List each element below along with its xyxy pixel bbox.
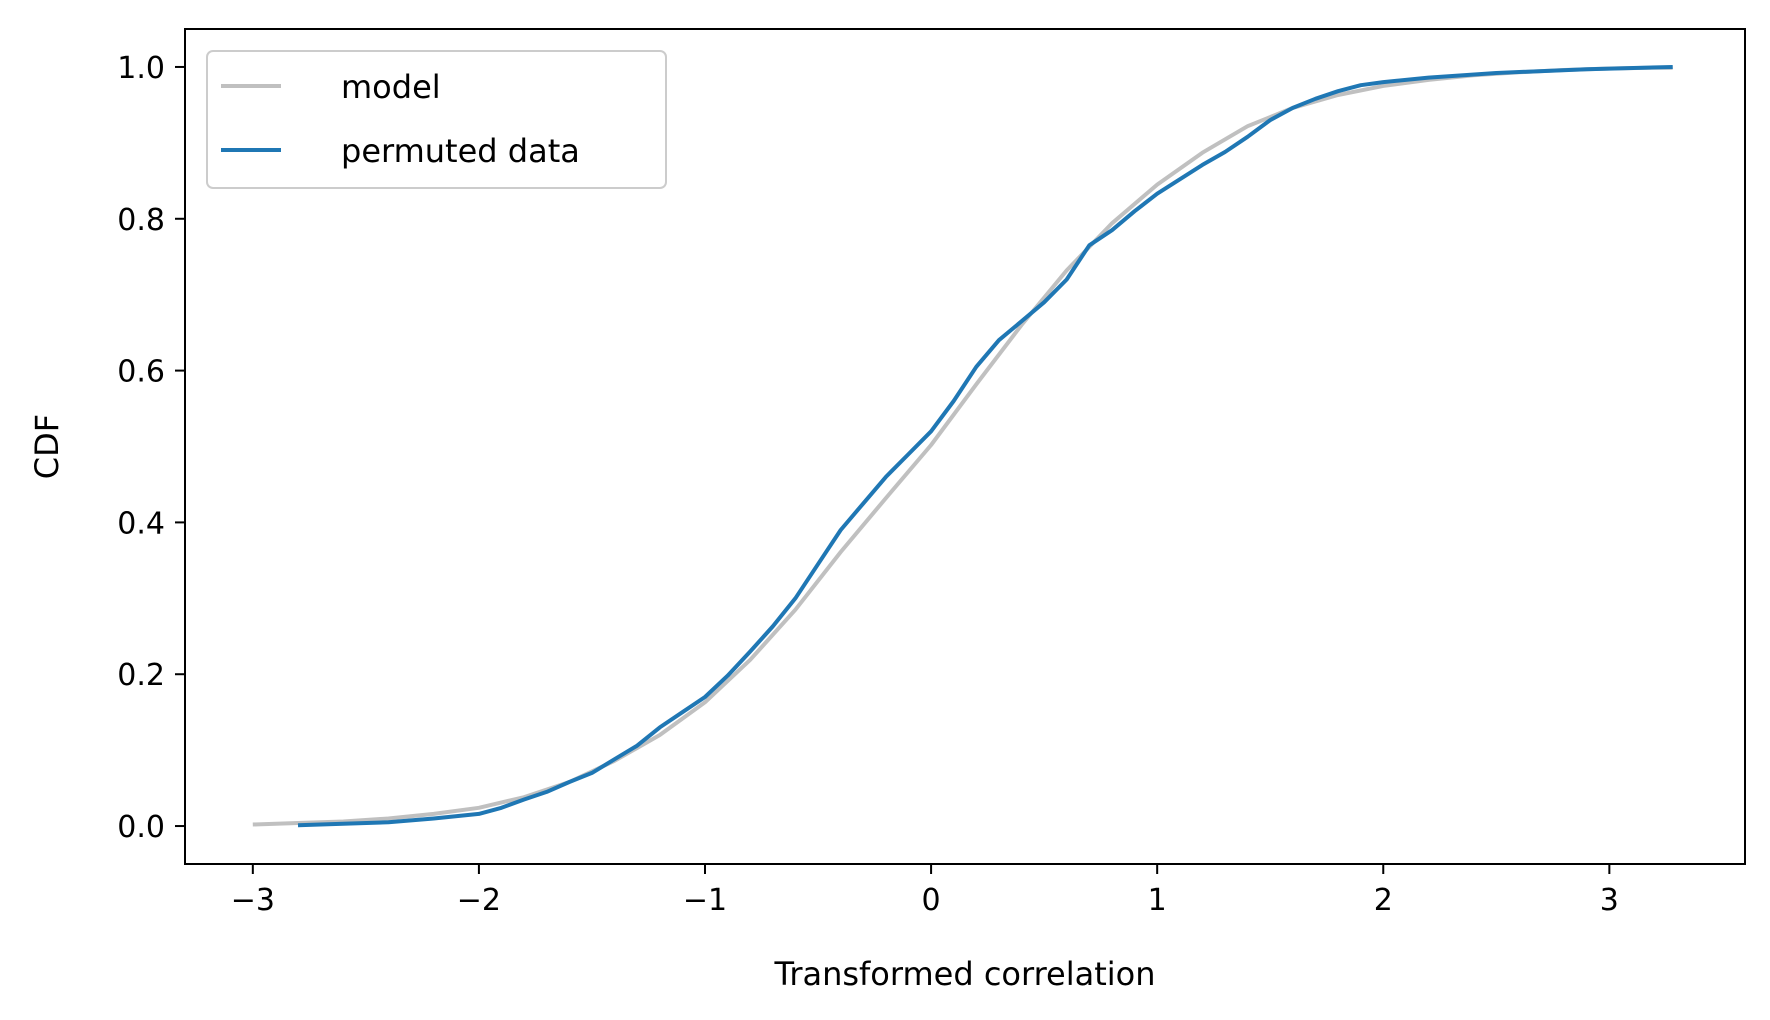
x-tick-label: −1 (683, 883, 727, 918)
y-tick-label: 0.2 (117, 658, 165, 693)
series-layer (252, 65, 1673, 828)
legend-label: permuted data (341, 132, 580, 170)
y-tick-label: 1.0 (117, 51, 165, 86)
x-tick-label: 1 (1148, 883, 1167, 918)
plot-frame (184, 28, 1746, 865)
x-tick-label: 3 (1600, 883, 1619, 918)
x-axis-title: Transformed correlation (773, 955, 1155, 993)
legend-label: model (341, 68, 441, 106)
x-tick-label: 0 (922, 883, 941, 918)
y-tick-label: 0.6 (117, 355, 165, 390)
x-tick-label: 2 (1374, 883, 1393, 918)
legend: model permuted data (206, 50, 667, 189)
y-tick-label: 0.0 (117, 810, 165, 845)
y-axis-title: CDF (28, 414, 66, 479)
y-tick-label: 0.8 (117, 203, 165, 238)
x-tick-label: −3 (231, 883, 275, 918)
series-line-permuted-data (297, 65, 1673, 828)
y-tick-label: 0.4 (117, 506, 165, 541)
x-tick-label: −2 (457, 883, 501, 918)
axes-layer: −3 −2 −1 0 1 2 3 0.0 0.2 0.4 0.6 0.8 1.0 (117, 28, 1746, 918)
legend-box (206, 50, 667, 189)
